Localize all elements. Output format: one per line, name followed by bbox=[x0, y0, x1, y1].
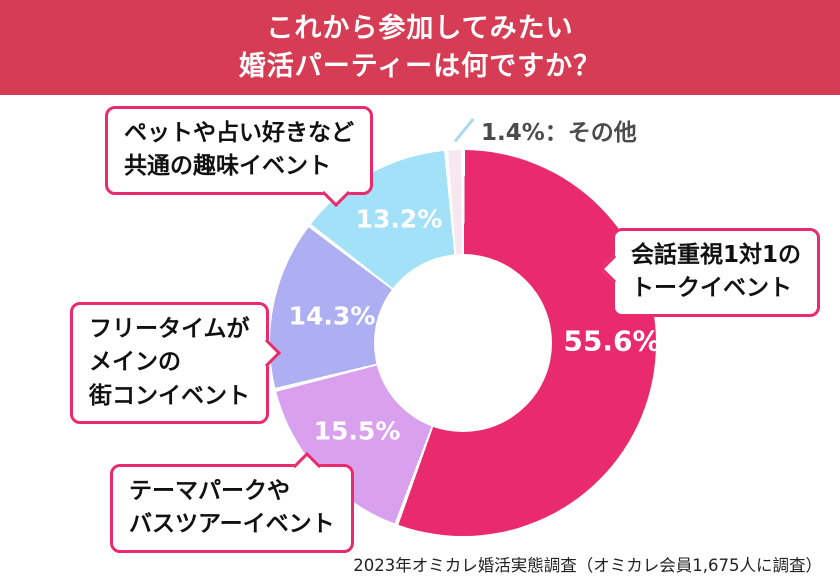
callout-theme-line-2: バスツアーイベント bbox=[129, 511, 335, 538]
survey-source-text: 2023年オミカレ婚活実態調査（オミカレ会員1,675人に調査） bbox=[353, 556, 822, 575]
callout-free-line-3: 街コンイベント bbox=[89, 382, 250, 409]
callout-talk-events: 会話重視1対1の トークイベント bbox=[599, 228, 821, 317]
callout-free-line-1: フリータイムが bbox=[89, 316, 250, 342]
other-leader-line bbox=[453, 118, 475, 143]
callout-hobby-events: ペットや占い好きなど 共通の趣味イベント bbox=[105, 106, 373, 207]
percent-label-free-time: 14.3% bbox=[288, 301, 376, 331]
other-segment-label: 1.4%：その他 bbox=[481, 120, 637, 146]
callout-theme-line-1: テーマパークや bbox=[129, 478, 290, 504]
percent-label-hobby: 13.2% bbox=[355, 204, 443, 234]
callout-free-time-events: フリータイムが メインの 街コンイベント bbox=[70, 302, 282, 425]
title-line-2: 婚活パーティーは何ですか？ bbox=[238, 50, 602, 82]
callout-free-line-2: メインの bbox=[89, 349, 181, 376]
callout-talk-line-1: 会話重視1対1の bbox=[631, 242, 802, 268]
percent-label-talk: 55.6% bbox=[563, 324, 661, 358]
callout-theme-park-events: テーマパークや バスツアーイベント bbox=[110, 451, 354, 553]
percent-label-theme-park: 15.5% bbox=[313, 416, 401, 446]
title-line-1: これから参加してみたい bbox=[266, 12, 574, 44]
callout-hobby-line-1: ペットや占い好きなど bbox=[124, 120, 354, 146]
donut-hole bbox=[374, 254, 552, 432]
callout-talk-line-2: トークイベント bbox=[631, 275, 792, 302]
title-banner: これから参加してみたい 婚活パーティーは何ですか？ bbox=[0, 0, 840, 95]
callout-hobby-line-2: 共通の趣味イベント bbox=[124, 153, 331, 180]
